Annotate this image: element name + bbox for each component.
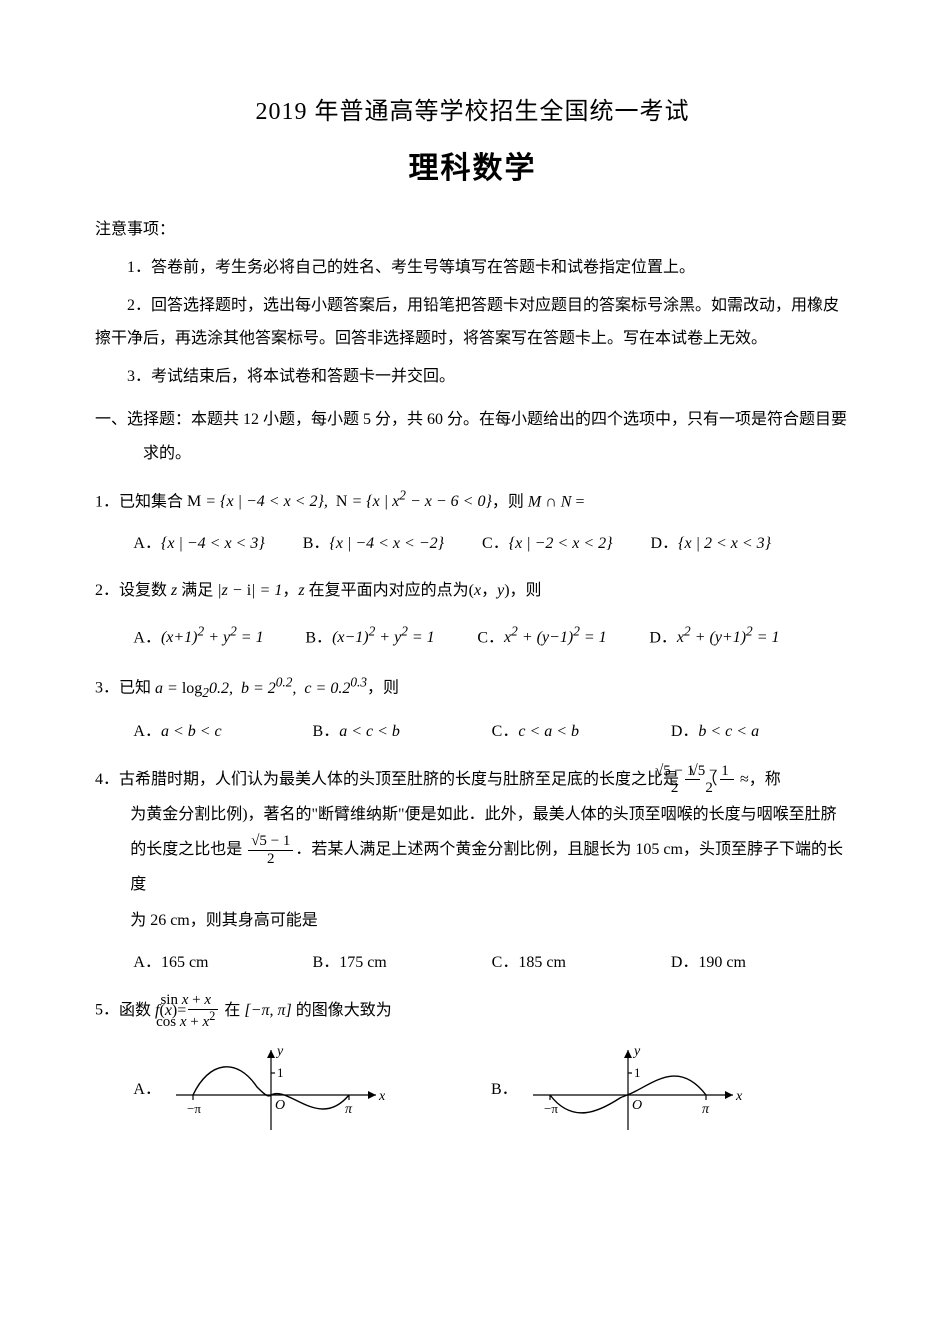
question-2: 2．设复数 z 满足 |z − i| = 1，z 在复平面内对应的点为(x，y)…	[95, 573, 850, 608]
q1-option-d: D．{x | 2 < x < 3}	[651, 529, 772, 559]
svg-text:O: O	[632, 1098, 642, 1113]
q2-stem: 设复数 z 满足 |z − i| = 1，z 在复平面内对应的点为(x，y)，则	[119, 582, 542, 599]
svg-text:π: π	[702, 1102, 710, 1117]
q4-line2: 为黄金分割比例)，著名的"断臂维纳斯"便是如此．此外，最美人体的头顶至咽喉的长度…	[130, 797, 850, 832]
q3-option-d: D．b < c < a	[671, 717, 850, 747]
q2-number: 2．	[95, 582, 119, 599]
q4-option-b: B．175 cm	[313, 948, 492, 978]
q5-graph-row: A． −π π x y 1 O	[133, 1040, 850, 1140]
svg-text:x: x	[378, 1089, 386, 1104]
question-1: 1．已知集合 M = {x | −4 < x < 2}, N = {x | x2…	[95, 481, 850, 520]
q5-graph-b: −π π x y 1 O	[528, 1040, 748, 1140]
q5-stem: 函数 f(x)=sin x + xcos x + x2 在 [−π, π] 的图…	[119, 1002, 392, 1019]
q2-option-b: B．(x−1)2 + y2 = 1	[305, 619, 477, 654]
q5-a-label: A．	[133, 1075, 161, 1105]
exam-subtitle: 理科数学	[95, 140, 850, 197]
svg-text:π: π	[345, 1102, 353, 1117]
q1-stem-pre: 已知集合	[119, 493, 187, 510]
exam-title: 2019 年普通高等学校招生全国统一考试	[95, 90, 850, 136]
svg-text:1: 1	[634, 1065, 641, 1080]
q3-option-c: C．c < a < b	[492, 717, 671, 747]
section-1-heading: 一、选择题：本题共 12 小题，每小题 5 分，共 60 分。在每小题给出的四个…	[143, 403, 850, 470]
q4-options: A．165 cm B．175 cm C．185 cm D．190 cm	[133, 948, 850, 978]
q5-graph-a: −π π x y 1 O	[171, 1040, 391, 1140]
notice-heading: 注意事项：	[95, 215, 850, 245]
q4-line1: 古希腊时期，人们认为最美人体的头顶至肚脐的长度与肚脐至足底的长度之比是 √5 −…	[119, 771, 781, 788]
q5-number: 5．	[95, 1002, 119, 1019]
q1-stem-post: ，则 M ∩ N =	[492, 493, 585, 510]
q4-option-d: D．190 cm	[671, 948, 850, 978]
q3-option-b: B．a < c < b	[313, 717, 492, 747]
q1-option-c: C．{x | −2 < x < 2}	[482, 529, 612, 559]
q4-line4: 为 26 cm，则其身高可能是	[130, 903, 850, 938]
q2-option-d: D．x2 + (y+1)2 = 1	[649, 619, 821, 654]
question-3: 3．已知 a = log20.2, b = 20.2, c = 0.20.3，则	[95, 667, 850, 707]
notice-item-2: 2．回答选择题时，选出每小题答案后，用铅笔把答题卡对应题目的答案标号涂黑。如需改…	[95, 289, 850, 356]
svg-text:O: O	[275, 1098, 285, 1113]
question-4: 4．古希腊时期，人们认为最美人体的头顶至肚脐的长度与肚脐至足底的长度之比是 √5…	[95, 762, 850, 938]
q1-expr: M = {x | −4 < x < 2}, N = {x | x2 − x − …	[187, 493, 492, 510]
q1-options: A．{x | −4 < x < 3} B．{x | −4 < x < −2} C…	[133, 529, 850, 559]
q3-number: 3．	[95, 680, 119, 697]
notice-item-1: 1．答卷前，考生务必将自己的姓名、考生号等填写在答题卡和试卷指定位置上。	[95, 251, 850, 285]
q2-option-c: C．x2 + (y−1)2 = 1	[477, 619, 649, 654]
golden-ratio-frac-3: √5 − 12	[248, 833, 293, 867]
q3-option-a: A．a < b < c	[133, 717, 312, 747]
q3-stem: 已知 a = log20.2, b = 20.2, c = 0.20.3，则	[119, 680, 399, 697]
svg-text:−π: −π	[544, 1101, 558, 1116]
svg-text:x: x	[735, 1089, 743, 1104]
q4-l3a: 的长度之比也是	[130, 841, 246, 858]
q4-number: 4．	[95, 771, 119, 788]
q1-option-b: B．{x | −4 < x < −2}	[303, 529, 444, 559]
exam-page: 2019 年普通高等学校招生全国统一考试 理科数学 注意事项： 1．答卷前，考生…	[0, 0, 945, 1337]
q2-option-a: A．(x+1)2 + y2 = 1	[133, 619, 305, 654]
svg-text:y: y	[275, 1044, 284, 1059]
q5-option-b: B． −π π x y 1 O	[491, 1040, 748, 1140]
q4-option-c: C．185 cm	[492, 948, 671, 978]
q3-options: A．a < b < c B．a < c < b C．c < a < b D．b …	[133, 717, 850, 747]
q1-option-a: A．{x | −4 < x < 3}	[133, 529, 264, 559]
question-5: 5．函数 f(x)=sin x + xcos x + x2 在 [−π, π] …	[95, 992, 850, 1030]
svg-text:−π: −π	[187, 1101, 201, 1116]
svg-text:y: y	[632, 1044, 641, 1059]
q5-frac: sin x + xcos x + x2	[188, 992, 218, 1030]
q4-option-a: A．165 cm	[133, 948, 312, 978]
q5-b-label: B．	[491, 1075, 518, 1105]
notice-item-3: 3．考试结束后，将本试卷和答题卡一并交回。	[95, 360, 850, 394]
q2-options: A．(x+1)2 + y2 = 1 B．(x−1)2 + y2 = 1 C．x2…	[133, 619, 850, 654]
q4-l1c: ≈，称	[736, 771, 781, 788]
svg-text:1: 1	[277, 1065, 284, 1080]
q4-l1a: 古希腊时期，人们认为最美人体的头顶至肚脐的长度与肚脐至足底的长度之比是	[119, 771, 683, 788]
q1-number: 1．	[95, 493, 119, 510]
q5-option-a: A． −π π x y 1 O	[133, 1040, 391, 1140]
q4-line3: 的长度之比也是 √5 − 12．若某人满足上述两个黄金分割比例，且腿长为 105…	[130, 832, 850, 903]
golden-ratio-frac-2: √5 − 12	[720, 763, 734, 797]
